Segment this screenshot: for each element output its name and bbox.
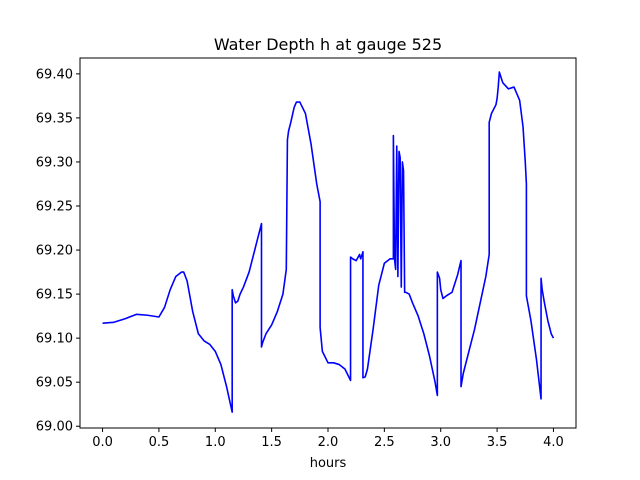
x-tick-label: 4.0 bbox=[543, 435, 564, 450]
y-axis: 69.00 69.05 69.10 69.15 69.20 69.25 69.30 69.35… bbox=[36, 67, 80, 435]
x-tick-label: 3.5 bbox=[487, 435, 508, 450]
x-tick-label: 2.0 bbox=[318, 435, 339, 450]
y-tick-label: 69.00 bbox=[36, 420, 73, 435]
y-tick-label: 69.30 bbox=[36, 155, 73, 170]
y-tick-label: 69.25 bbox=[36, 200, 73, 215]
y-tick-label: 69.35 bbox=[36, 111, 73, 126]
x-tick-label: 0.5 bbox=[149, 435, 170, 450]
chart-title: Water Depth h at gauge 525 bbox=[214, 35, 442, 54]
y-tick-label: 69.15 bbox=[36, 288, 73, 303]
x-tick-label: 1.0 bbox=[205, 435, 226, 450]
x-tick-label: 2.5 bbox=[374, 435, 395, 450]
y-tick-label: 69.05 bbox=[36, 376, 73, 391]
x-tick-label: 1.5 bbox=[261, 435, 282, 450]
y-tick-label: 69.20 bbox=[36, 244, 73, 259]
plot-area bbox=[102, 71, 555, 413]
x-tick-label: 3.0 bbox=[430, 435, 451, 450]
y-tick-label: 69.10 bbox=[36, 332, 73, 347]
series-line-0 bbox=[102, 71, 555, 413]
y-tick-label: 69.40 bbox=[36, 67, 73, 82]
x-tick-label: 0.0 bbox=[92, 435, 113, 450]
x-axis-label: hours bbox=[310, 456, 347, 471]
x-axis: 0.0 0.5 1.0 1.5 2.0 2.5 3.0 3.5 4.0 bbox=[92, 428, 564, 450]
